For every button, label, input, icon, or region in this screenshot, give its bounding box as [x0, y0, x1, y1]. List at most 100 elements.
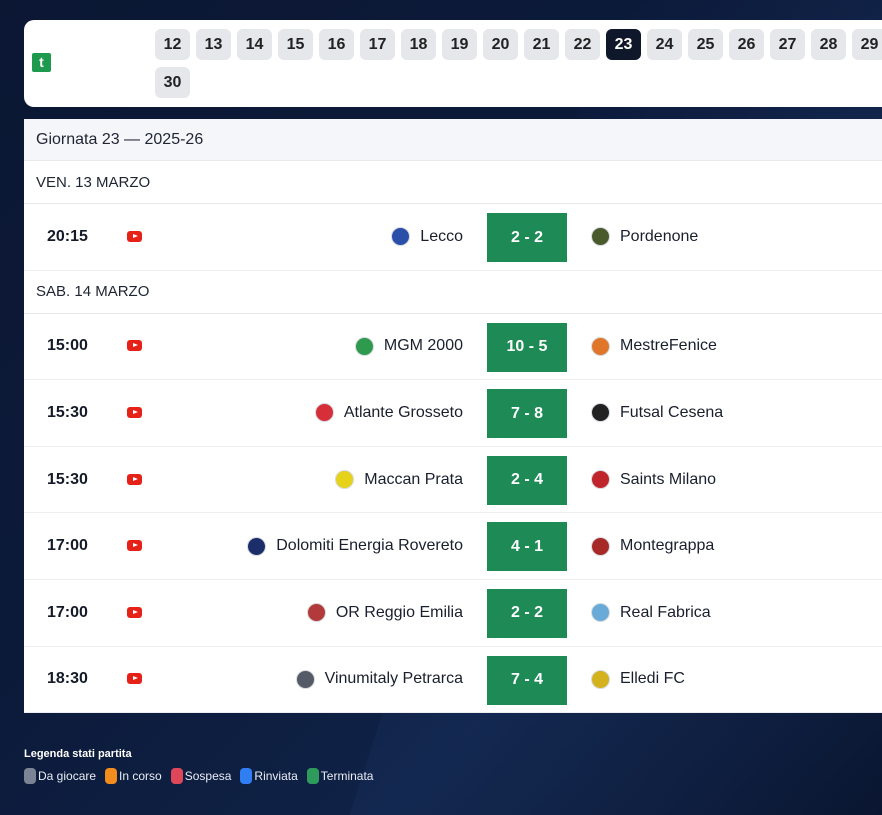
- round-button[interactable]: 19: [442, 29, 477, 60]
- home-team[interactable]: Atlante Grosseto: [314, 380, 463, 446]
- away-team[interactable]: MestreFenice: [591, 314, 717, 380]
- away-team-name: Pordenone: [620, 227, 699, 245]
- brand-logo[interactable]: t: [32, 53, 51, 72]
- match-row[interactable]: 17:00 Dolomiti Energia Rovereto 4 - 1 Monte…: [24, 513, 882, 580]
- match-row[interactable]: 15:30 Maccan Prata 2 - 4 Saints Milano: [24, 447, 882, 514]
- home-team-name: Maccan Prata: [364, 470, 463, 488]
- home-team[interactable]: OR Reggio Emilia: [306, 580, 463, 646]
- away-team-name: Montegrappa: [620, 537, 715, 555]
- home-crest-icon: [391, 227, 411, 247]
- round-button[interactable]: 25: [688, 29, 723, 60]
- match-score[interactable]: 2 - 4: [487, 455, 567, 505]
- match-score[interactable]: 2 - 2: [487, 588, 567, 638]
- match-score[interactable]: 7 - 4: [487, 655, 567, 705]
- home-team[interactable]: MGM 2000: [354, 314, 463, 380]
- match-time: 15:30: [47, 470, 88, 488]
- matches-panel: Giornata 23 — 2025-26 VEN. 13 MARZO 20:15…: [24, 119, 882, 714]
- legend-item: Rinviata: [240, 768, 298, 784]
- round-button[interactable]: 17: [360, 29, 395, 60]
- away-team[interactable]: Pordenone: [591, 204, 698, 270]
- match-days: VEN. 13 MARZO 20:15 Lecco 2 - 2 Pordenone SAB…: [24, 161, 882, 714]
- home-team-name: Atlante Grosseto: [343, 403, 463, 421]
- round-button[interactable]: 27: [770, 29, 805, 60]
- away-crest-icon: [591, 470, 610, 490]
- youtube-icon[interactable]: [127, 340, 142, 352]
- home-crest-icon: [247, 536, 267, 556]
- youtube-icon[interactable]: [127, 230, 142, 242]
- round-button-active[interactable]: 23: [606, 29, 641, 60]
- round-button[interactable]: 18: [401, 29, 436, 60]
- legend-items: Da giocare In corso Sospesa Rinviata Termina…: [24, 768, 373, 784]
- home-team[interactable]: Maccan Prata: [335, 447, 463, 513]
- round-button[interactable]: 16: [319, 29, 354, 60]
- youtube-icon[interactable]: [127, 406, 142, 418]
- round-list: 12 13 14 15 16 17 18 19 20 21 22 23 24 25 26 27 28 29 30: [155, 29, 882, 98]
- round-button[interactable]: 13: [196, 29, 231, 60]
- away-crest-icon: [591, 403, 610, 423]
- round-button[interactable]: 21: [524, 29, 559, 60]
- legend-label: In corso: [119, 769, 162, 783]
- away-crest-icon: [591, 336, 610, 356]
- round-button[interactable]: 20: [483, 29, 518, 60]
- home-team[interactable]: Vinumitaly Petrarca: [295, 647, 463, 713]
- status-legend: Legenda stati partita Da giocare In corso…: [24, 748, 373, 784]
- match-score[interactable]: 10 - 5: [487, 322, 567, 372]
- round-button[interactable]: 22: [565, 29, 600, 60]
- legend-item: Da giocare: [24, 768, 96, 784]
- round-button[interactable]: 15: [278, 29, 313, 60]
- away-team[interactable]: Saints Milano: [591, 447, 716, 513]
- away-team-name: Elledi FC: [620, 670, 685, 688]
- match-time: 17:00: [47, 537, 88, 555]
- away-team[interactable]: Futsal Cesena: [591, 380, 723, 446]
- away-team[interactable]: Elledi FC: [591, 647, 685, 713]
- away-crest-icon: [591, 603, 610, 623]
- away-team-name: MestreFenice: [620, 337, 717, 355]
- day-header: SAB. 14 MARZO: [24, 271, 882, 314]
- match-row[interactable]: 20:15 Lecco 2 - 2 Pordenone: [24, 204, 882, 271]
- youtube-icon[interactable]: [127, 473, 142, 485]
- match-row[interactable]: 15:30 Atlante Grosseto 7 - 8 Futsal Cesena: [24, 380, 882, 447]
- home-crest-icon: [314, 403, 334, 423]
- home-team-name: Lecco: [420, 227, 463, 245]
- round-button[interactable]: 28: [811, 29, 846, 60]
- youtube-icon[interactable]: [127, 540, 142, 552]
- away-team[interactable]: Real Fabrica: [591, 580, 711, 646]
- youtube-icon[interactable]: [127, 606, 142, 618]
- round-button[interactable]: 12: [155, 29, 190, 60]
- home-crest-icon: [335, 470, 355, 490]
- away-crest-icon: [591, 669, 610, 689]
- round-button[interactable]: 24: [647, 29, 682, 60]
- match-row[interactable]: 18:30 Vinumitaly Petrarca 7 - 4 Elledi FC: [24, 646, 882, 714]
- legend-label: Terminata: [320, 769, 374, 783]
- round-button[interactable]: 29: [852, 29, 882, 60]
- home-crest-icon: [306, 603, 326, 623]
- home-team-name: Dolomiti Energia Rovereto: [276, 537, 463, 555]
- away-team-name: Real Fabrica: [620, 603, 711, 621]
- youtube-icon[interactable]: [127, 673, 142, 685]
- match-score[interactable]: 2 - 2: [487, 213, 567, 262]
- home-team[interactable]: Lecco: [391, 204, 463, 270]
- legend-label: Sospesa: [184, 769, 232, 783]
- away-team[interactable]: Montegrappa: [591, 513, 714, 579]
- home-team-name: MGM 2000: [383, 337, 463, 355]
- match-time: 17:00: [47, 603, 88, 621]
- match-time: 15:00: [47, 337, 88, 355]
- match-time: 18:30: [47, 670, 88, 688]
- legend-label: Rinviata: [254, 769, 298, 783]
- status-color-icon: [240, 768, 253, 784]
- home-crest-icon: [295, 669, 315, 689]
- round-button[interactable]: 26: [729, 29, 764, 60]
- home-team[interactable]: Dolomiti Energia Rovereto: [247, 513, 463, 579]
- legend-item: Sospesa: [170, 768, 232, 784]
- match-score[interactable]: 4 - 1: [487, 522, 567, 572]
- match-row[interactable]: 15:00 MGM 2000 10 - 5 MestreFenice: [24, 314, 882, 381]
- home-crest-icon: [354, 336, 374, 356]
- home-team-name: Vinumitaly Petrarca: [324, 670, 463, 688]
- match-row[interactable]: 17:00 OR Reggio Emilia 2 - 2 Real Fabrica: [24, 580, 882, 647]
- legend-item: Terminata: [306, 768, 374, 784]
- match-score[interactable]: 7 - 8: [487, 389, 567, 439]
- day-header: VEN. 13 MARZO: [24, 161, 882, 204]
- legend-item: In corso: [105, 768, 162, 784]
- round-button[interactable]: 30: [155, 67, 190, 98]
- round-button[interactable]: 14: [237, 29, 272, 60]
